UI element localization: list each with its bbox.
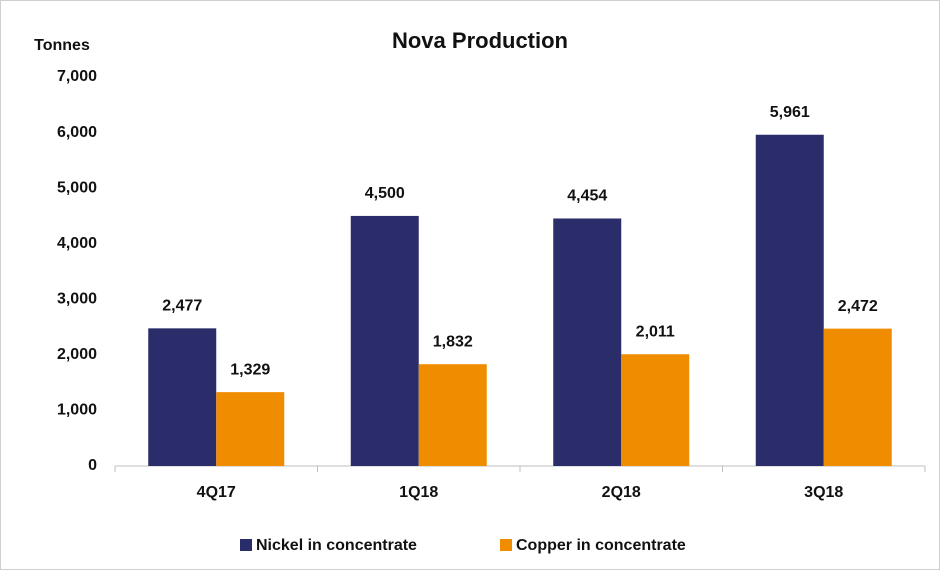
bar: [553, 218, 622, 466]
y-axis-label: Tonnes: [34, 37, 90, 54]
x-tick-label: 1Q18: [399, 484, 438, 501]
bar: [755, 134, 824, 466]
bar: [823, 328, 892, 466]
x-tick-label: 2Q18: [602, 484, 641, 501]
bar: [418, 364, 487, 466]
y-tick-label: 4,000: [57, 235, 97, 252]
bar: [216, 392, 285, 466]
value-label: 1,329: [230, 361, 270, 378]
y-tick-label: 7,000: [57, 68, 97, 85]
legend-label: Nickel in concentrate: [256, 537, 417, 554]
y-tick-label: 0: [88, 457, 97, 474]
legend-label: Copper in concentrate: [516, 537, 686, 554]
x-tick-label: 4Q17: [197, 484, 236, 501]
y-tick-label: 2,000: [57, 346, 97, 363]
value-label: 4,454: [567, 188, 607, 205]
chart-title: Nova Production: [392, 28, 568, 53]
legend-swatch: [240, 539, 252, 551]
value-label: 5,961: [770, 104, 810, 121]
y-tick-label: 6,000: [57, 124, 97, 141]
y-tick-label: 1,000: [57, 402, 97, 419]
y-tick-label: 3,000: [57, 291, 97, 308]
x-tick-label: 3Q18: [804, 484, 843, 501]
legend-swatch: [500, 539, 512, 551]
value-label: 2,011: [636, 323, 675, 340]
bar: [148, 328, 217, 466]
value-label: 1,832: [433, 333, 473, 350]
bar: [350, 215, 419, 466]
value-label: 4,500: [365, 185, 405, 202]
y-tick-label: 5,000: [57, 179, 97, 196]
bar: [621, 354, 690, 466]
value-label: 2,477: [162, 298, 202, 315]
value-label: 2,472: [838, 298, 878, 315]
